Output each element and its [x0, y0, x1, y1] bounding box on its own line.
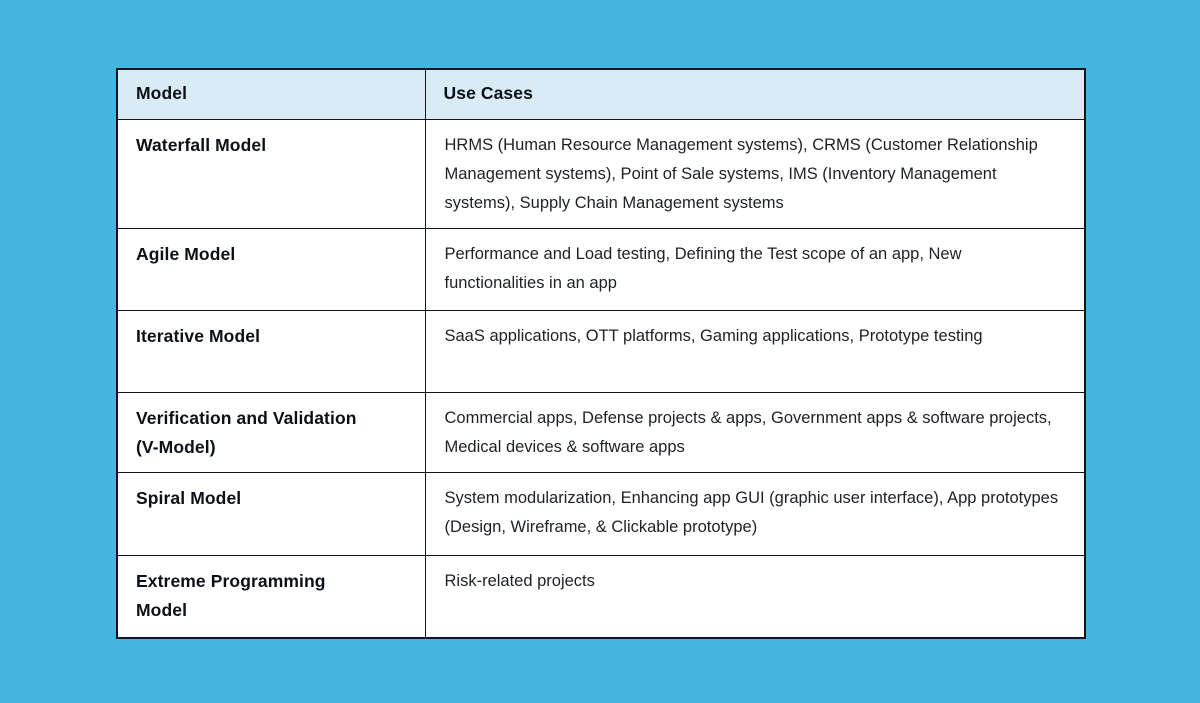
table-row: Waterfall Model HRMS (Human Resource Man…	[116, 118, 1086, 229]
table-row: Iterative Model SaaS applications, OTT p…	[116, 309, 1086, 393]
model-cell-agile: Agile Model	[116, 227, 426, 311]
table-row: Agile Model Performance and Load testing…	[116, 227, 1086, 311]
model-use-cases-table: Model Use Cases Waterfall Model HRMS (Hu…	[116, 68, 1086, 639]
use-cases-cell-waterfall: HRMS (Human Resource Management systems)…	[424, 118, 1086, 229]
use-cases-cell-v-model: Commercial apps, Defense projects & apps…	[424, 391, 1086, 473]
model-cell-v-model: Verification and Validation (V-Model)	[116, 391, 426, 473]
use-cases-cell-spiral: System modularization, Enhancing app GUI…	[424, 471, 1086, 556]
use-cases-cell-extreme-programming: Risk-related projects	[424, 554, 1086, 639]
use-cases-cell-agile: Performance and Load testing, Defining t…	[424, 227, 1086, 311]
model-cell-spiral: Spiral Model	[116, 471, 426, 556]
table-row: Extreme Programming Model Risk-related p…	[116, 554, 1086, 639]
use-cases-cell-iterative: SaaS applications, OTT platforms, Gaming…	[424, 309, 1086, 393]
column-header-use-cases: Use Cases	[424, 68, 1086, 120]
table-header-row: Model Use Cases	[116, 68, 1086, 120]
table-row: Spiral Model System modularization, Enha…	[116, 471, 1086, 556]
model-cell-waterfall: Waterfall Model	[116, 118, 426, 229]
model-cell-extreme-programming: Extreme Programming Model	[116, 554, 426, 639]
model-cell-iterative: Iterative Model	[116, 309, 426, 393]
table-row: Verification and Validation (V-Model) Co…	[116, 391, 1086, 473]
column-header-model: Model	[116, 68, 426, 120]
